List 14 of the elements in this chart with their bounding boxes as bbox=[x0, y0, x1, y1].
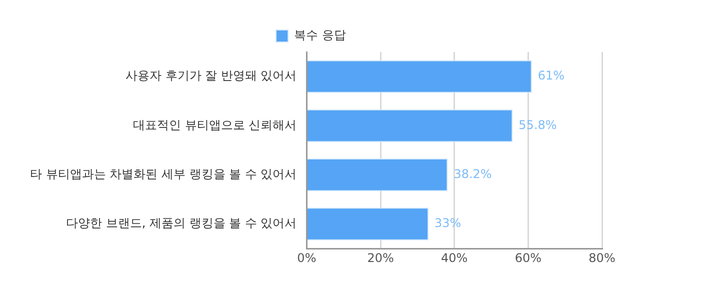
data-label: 61% bbox=[538, 68, 565, 83]
data-label: 33% bbox=[434, 216, 462, 230]
y-tick-label: 다양한 브랜드, 제품의 랭킹을 볼 수 있어서 bbox=[66, 216, 297, 230]
y-tick-label: 사용자 후기가 잘 반영돼 있어서 bbox=[125, 68, 297, 83]
legend-label: 복수 응답 bbox=[294, 28, 346, 42]
y-tick-label: 대표적인 뷰티앱으로 신뢰해서 bbox=[133, 118, 297, 132]
x-tick-label: 40% bbox=[441, 250, 468, 265]
x-tick-label: 20% bbox=[367, 250, 394, 265]
data-label: 55.8% bbox=[518, 118, 557, 132]
y-tick-label: 타 뷰티앱과는 차별화된 세부 랭킹을 볼 수 있어서 bbox=[30, 167, 297, 181]
data-label: 38.2% bbox=[454, 167, 492, 181]
x-tick-label: 0% bbox=[297, 250, 316, 265]
x-tick-label: 80% bbox=[588, 250, 616, 265]
x-tick-label: 60% bbox=[514, 250, 542, 265]
